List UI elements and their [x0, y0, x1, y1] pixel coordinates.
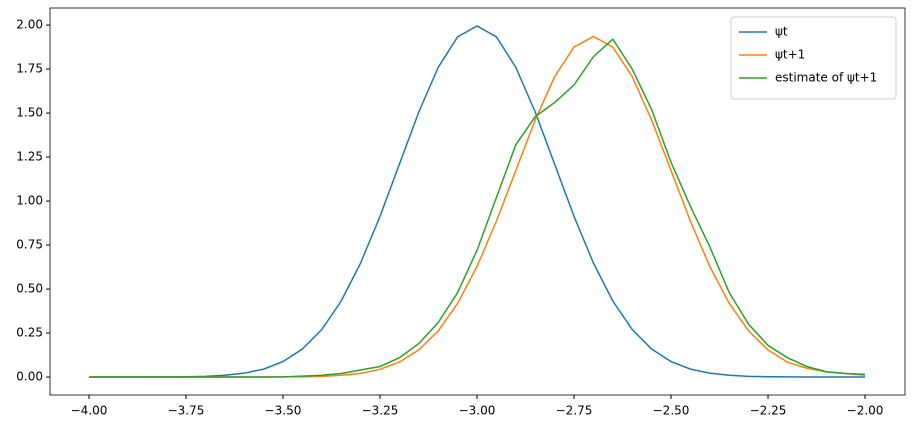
x-tick-label: −3.75: [168, 404, 205, 418]
y-tick-label: 0.50: [16, 282, 43, 296]
y-tick-label: 0.00: [16, 370, 43, 384]
x-tick-label: −4.00: [71, 404, 108, 418]
legend-box: [730, 16, 897, 100]
series-line: [88, 38, 866, 378]
x-tick-label: −2.50: [653, 404, 690, 418]
x-tick-label: −2.00: [847, 404, 884, 418]
x-tick-label: −2.75: [556, 404, 593, 418]
y-tick-label: 1.50: [16, 106, 43, 120]
x-tick-label: −3.25: [362, 404, 399, 418]
legend-label: ψt: [775, 25, 788, 39]
x-tick-label: −3.50: [265, 404, 302, 418]
y-tick-label: 0.75: [16, 238, 43, 252]
y-tick-label: 2.00: [16, 18, 43, 32]
y-tick-label: 1.25: [16, 150, 43, 164]
legend-label: ψt+1: [775, 48, 805, 62]
y-tick-label: 1.00: [16, 194, 43, 208]
legend-label: estimate of ψt+1: [775, 71, 877, 85]
x-tick-label: −2.25: [750, 404, 787, 418]
x-tick-label: −3.00: [459, 404, 496, 418]
y-tick-label: 1.75: [16, 62, 43, 76]
y-tick-label: 0.25: [16, 326, 43, 340]
series-line: [88, 25, 866, 378]
plot-frame: [49, 7, 906, 396]
